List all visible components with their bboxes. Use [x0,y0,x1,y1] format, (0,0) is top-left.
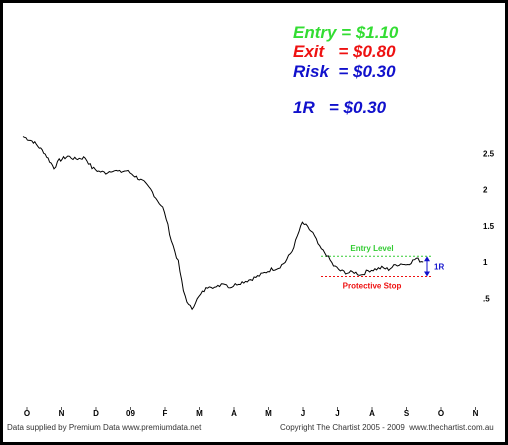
one-r-arrow-head-bottom [424,271,430,277]
y-tick-label: 2 [483,186,488,195]
data-credit: Data supplied by Premium Data www.premiu… [7,423,202,432]
x-tick-label: N [59,409,65,418]
x-tick-label: D [93,409,99,418]
x-tick-label: N [473,409,479,418]
x-tick-label: A [231,409,237,418]
x-tick-label: M [265,409,272,418]
y-tick-label: .5 [483,294,490,303]
stop-level-label: Protective Stop [343,282,402,291]
risk-annotation: Risk = $0.30 [293,62,396,81]
one-r-annotation: 1R = $0.30 [293,98,387,117]
x-tick-label: F [163,409,168,418]
exit-annotation: Exit = $0.80 [293,42,396,61]
entry-level-label: Entry Level [350,244,393,253]
y-tick-label: 2.5 [483,149,495,158]
y-tick-label: 1.5 [483,222,495,231]
level-lines: Entry Level Protective Stop [321,244,431,291]
y-tick-label: 1 [483,258,488,267]
x-tick-label: M [196,409,203,418]
x-tick-label: O [438,409,444,418]
one-r-marker-label: 1R [434,262,444,271]
one-r-arrow-head-top [424,256,430,262]
x-tick-label: O [24,409,30,418]
x-tick-label: S [404,409,410,418]
x-tick-label: A [369,409,375,418]
price-chart: OND09FMAMJJASOND.511.522.5 Entry LevelPr… [22,136,495,418]
copyright-notice: Copyright The Chartist 2005 - 2009 www.t… [280,423,494,432]
entry-annotation: Entry = $1.10 [293,23,399,42]
price-series-line [22,136,424,311]
one-r-marker: 1R [424,256,444,277]
x-tick-label: 09 [126,409,135,418]
axis-ticks: OND09FMAMJJASOND.511.522.5 [24,149,495,418]
x-tick-label: J [335,409,339,418]
x-tick-label: J [301,409,305,418]
chart-frame: OND09FMAMJJASOND.511.522.5 Entry LevelPr… [3,3,505,442]
